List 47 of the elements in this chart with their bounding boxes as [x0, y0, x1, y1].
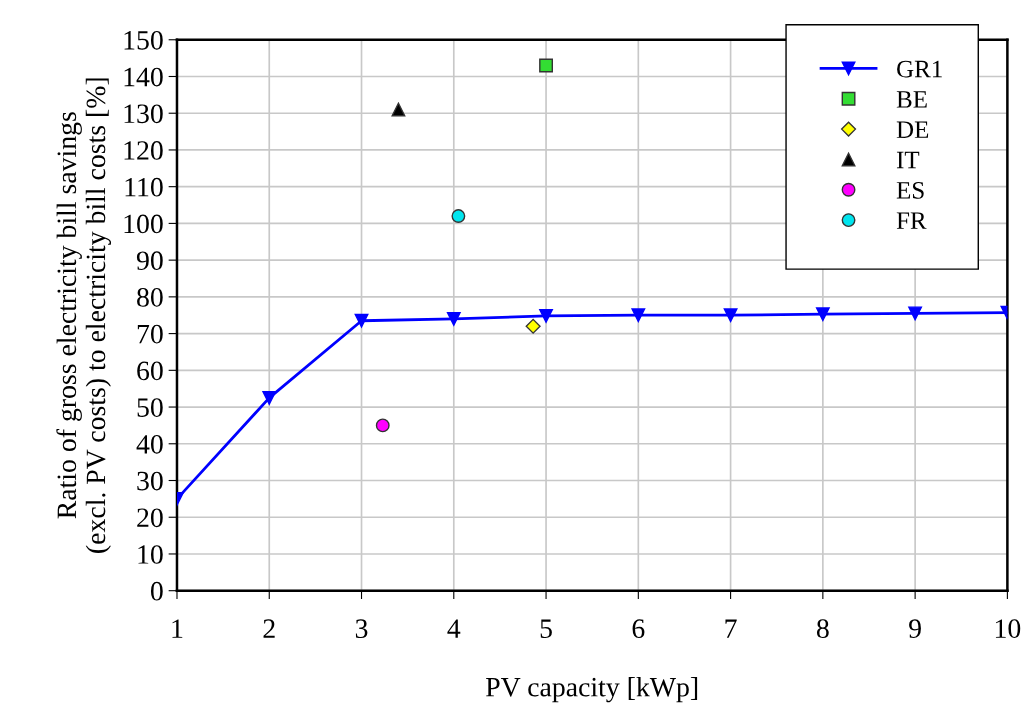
x-tick-label: 8 — [816, 619, 829, 639]
x-tick-label: 10 — [995, 619, 1021, 639]
x-tick-label: 6 — [632, 619, 645, 639]
x-tick-label: 2 — [263, 619, 275, 638]
legend-label: GR1 — [897, 60, 942, 78]
point — [262, 390, 277, 405]
x-tick-label: 4 — [447, 619, 461, 638]
y-tick-label: 80 — [137, 288, 163, 307]
y-tick-label: 100 — [124, 214, 163, 234]
y-tick-label: 120 — [124, 141, 163, 160]
y-tick-label: 20 — [137, 508, 163, 528]
point — [525, 318, 541, 334]
x-tick-label: 9 — [909, 619, 921, 639]
legend-label: FR — [896, 212, 927, 229]
point — [446, 311, 461, 326]
point — [391, 102, 406, 117]
y-tick-label: 110 — [125, 177, 163, 197]
point — [539, 58, 554, 73]
y-tick-label: 140 — [124, 67, 163, 87]
point — [815, 307, 830, 322]
y-tick-label: 50 — [137, 398, 163, 417]
y-axis-title: Ratio of gross electricity bill savings (excl. PV costs) to electricity bill costs [%] — [56, 78, 112, 553]
y-tick-label: 130 — [124, 104, 163, 124]
x-tick-label: 1 — [172, 619, 183, 638]
y-tick-label: 70 — [137, 324, 163, 344]
point — [354, 313, 369, 328]
point — [451, 209, 466, 224]
legend-label: DE — [896, 121, 929, 138]
point — [908, 306, 923, 321]
legend-label: BE — [896, 91, 927, 108]
x-tick-label: 3 — [355, 619, 368, 639]
y-tick-label: 40 — [136, 434, 163, 454]
y-tick-label: 60 — [137, 361, 163, 381]
y-tick-label: 90 — [136, 251, 163, 271]
y-tick-label: 150 — [124, 30, 163, 50]
y-tick-label: 10 — [138, 545, 163, 564]
point — [723, 308, 738, 323]
x-tick-label: 5 — [540, 619, 552, 639]
point — [631, 308, 646, 323]
point — [539, 309, 554, 323]
y-tick-label: 0 — [150, 581, 163, 601]
x-tick-label: 7 — [725, 619, 737, 638]
y-tick-label: 30 — [137, 471, 163, 491]
legend-label: IT — [896, 151, 920, 169]
point — [375, 418, 390, 433]
legend-label: ES — [896, 181, 924, 199]
x-axis-title: PV capacity [kWp] — [486, 676, 698, 703]
